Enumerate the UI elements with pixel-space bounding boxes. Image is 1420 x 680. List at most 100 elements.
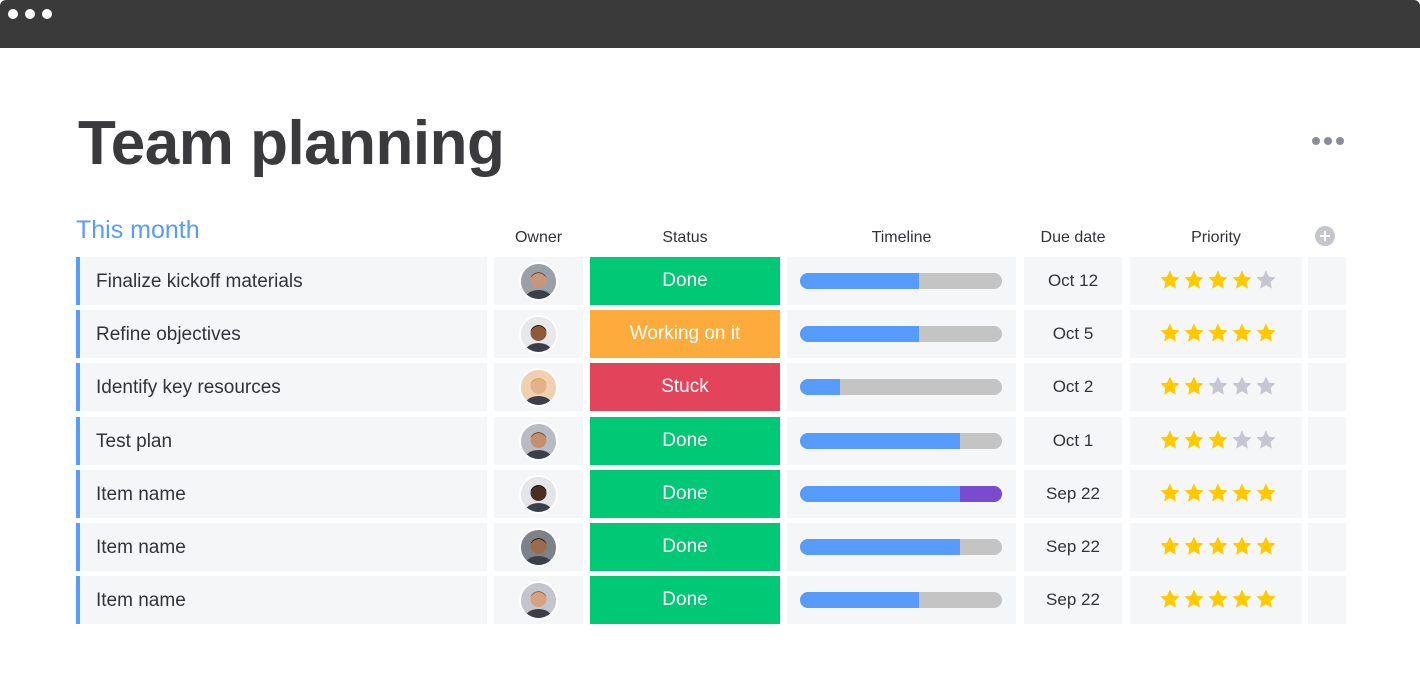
table-row[interactable]: Item name Done Sep 22 [76,523,1346,571]
star-filled-icon[interactable] [1158,321,1182,345]
owner-avatar[interactable] [519,421,558,461]
priority-rating[interactable] [1130,310,1302,359]
status-badge[interactable]: Done [590,416,780,465]
status-badge[interactable]: Done [590,576,780,625]
star-empty-icon[interactable] [1254,428,1278,452]
group-title[interactable]: This month [76,216,200,244]
priority-rating[interactable] [1130,576,1302,625]
table-row[interactable]: Finalize kickoff materials Done Oct 12 [76,257,1346,305]
item-name-cell[interactable]: Finalize kickoff materials [76,257,487,305]
table-row[interactable]: Item name Done Sep 22 [76,469,1346,518]
window-control-dot[interactable] [8,9,18,19]
due-date[interactable]: Sep 22 [1024,576,1122,625]
owner-cell[interactable] [494,363,583,412]
star-empty-icon[interactable] [1230,428,1254,452]
star-filled-icon[interactable] [1230,321,1254,345]
priority-rating[interactable] [1130,416,1302,465]
star-filled-icon[interactable] [1182,374,1206,398]
window-control-dot[interactable] [25,9,35,19]
table-row[interactable]: Identify key resources Stuck Oct 2 [76,363,1346,412]
page-title[interactable]: Team planning [78,109,505,178]
item-name-cell[interactable]: Item name [76,523,487,571]
window-control-dot[interactable] [42,9,52,19]
star-filled-icon[interactable] [1254,534,1278,558]
item-name-cell[interactable]: Test plan [76,416,487,465]
due-date[interactable]: Oct 1 [1024,416,1122,465]
owner-cell[interactable] [494,576,583,625]
owner-avatar[interactable] [519,262,558,301]
star-filled-icon[interactable] [1182,481,1206,505]
add-column-plus-icon[interactable] [1315,226,1335,246]
timeline-cell[interactable] [787,416,1016,465]
more-options-icon[interactable] [1310,136,1346,148]
star-filled-icon[interactable] [1182,321,1206,345]
owner-avatar[interactable] [519,368,558,408]
star-filled-icon[interactable] [1182,587,1206,611]
owner-avatar[interactable] [519,315,558,355]
owner-cell[interactable] [494,416,583,465]
star-filled-icon[interactable] [1206,268,1230,292]
star-filled-icon[interactable] [1230,587,1254,611]
star-filled-icon[interactable] [1182,428,1206,452]
due-date[interactable]: Oct 5 [1024,310,1122,359]
owner-cell[interactable] [494,469,583,518]
item-name-cell[interactable]: Refine objectives [76,310,487,359]
column-header-due-date[interactable]: Due date [1040,229,1106,246]
star-filled-icon[interactable] [1182,268,1206,292]
star-filled-icon[interactable] [1230,268,1254,292]
status-badge[interactable]: Stuck [590,363,780,412]
table-row[interactable]: Item name Done Sep 22 [76,576,1346,625]
status-badge[interactable]: Done [590,469,780,518]
owner-cell[interactable] [494,523,583,571]
status-badge[interactable]: Done [590,257,780,305]
star-empty-icon[interactable] [1254,268,1278,292]
status-badge[interactable]: Working on it [590,310,780,359]
star-filled-icon[interactable] [1158,268,1182,292]
owner-avatar[interactable] [519,474,558,514]
priority-rating[interactable] [1130,469,1302,518]
star-filled-icon[interactable] [1158,587,1182,611]
star-filled-icon[interactable] [1230,481,1254,505]
timeline-cell[interactable] [787,576,1016,625]
table-row[interactable]: Test plan Done Oct 1 [76,416,1346,465]
due-date[interactable]: Oct 12 [1024,257,1122,305]
star-filled-icon[interactable] [1206,481,1230,505]
star-filled-icon[interactable] [1158,374,1182,398]
owner-avatar[interactable] [519,528,558,567]
star-filled-icon[interactable] [1158,534,1182,558]
owner-avatar[interactable] [519,581,558,621]
star-empty-icon[interactable] [1254,374,1278,398]
priority-rating[interactable] [1130,257,1302,305]
star-filled-icon[interactable] [1182,534,1206,558]
star-empty-icon[interactable] [1230,374,1254,398]
star-filled-icon[interactable] [1206,428,1230,452]
status-badge[interactable]: Done [590,523,780,571]
star-filled-icon[interactable] [1206,534,1230,558]
priority-rating[interactable] [1130,363,1302,412]
star-empty-icon[interactable] [1206,374,1230,398]
timeline-cell[interactable] [787,469,1016,518]
due-date[interactable]: Sep 22 [1024,469,1122,518]
item-name-cell[interactable]: Item name [76,469,487,518]
star-filled-icon[interactable] [1254,587,1278,611]
column-header-timeline[interactable]: Timeline [871,229,932,246]
item-name-cell[interactable]: Item name [76,576,487,625]
timeline-cell[interactable] [787,523,1016,571]
star-filled-icon[interactable] [1206,321,1230,345]
table-row[interactable]: Refine objectives Working on it Oct 5 [76,310,1346,359]
owner-cell[interactable] [494,310,583,359]
star-filled-icon[interactable] [1206,587,1230,611]
timeline-cell[interactable] [787,363,1016,412]
star-filled-icon[interactable] [1230,534,1254,558]
priority-rating[interactable] [1130,523,1302,571]
star-filled-icon[interactable] [1158,428,1182,452]
item-name-cell[interactable]: Identify key resources [76,363,487,412]
owner-cell[interactable] [494,257,583,305]
column-header-status[interactable]: Status [662,229,708,246]
star-filled-icon[interactable] [1158,481,1182,505]
column-header-owner[interactable]: Owner [514,229,563,246]
timeline-cell[interactable] [787,310,1016,359]
due-date[interactable]: Oct 2 [1024,363,1122,412]
due-date[interactable]: Sep 22 [1024,523,1122,571]
timeline-cell[interactable] [787,257,1016,305]
